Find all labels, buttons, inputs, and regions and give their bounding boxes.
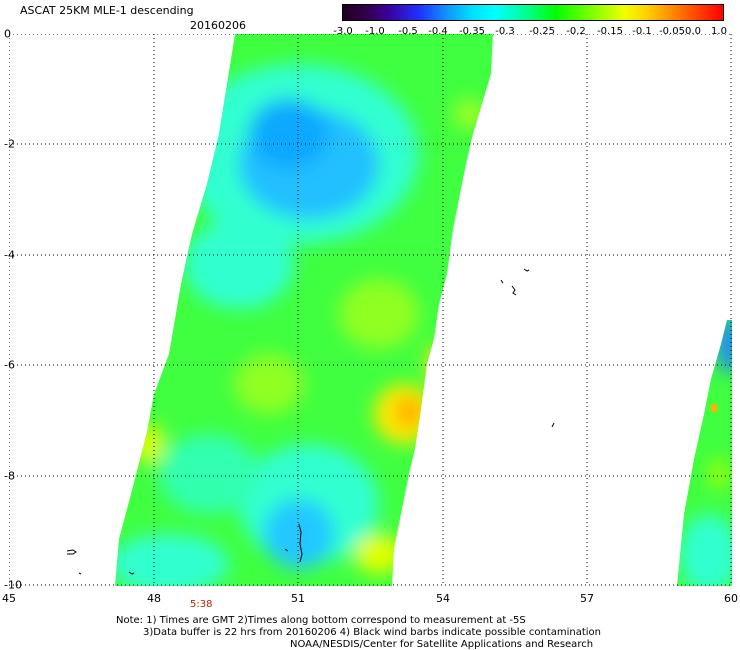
- coastlines: [66, 268, 555, 575]
- y-tick-label: -6: [4, 358, 15, 372]
- colorbar-label: -0.3: [495, 26, 515, 37]
- colorbar-label: 0.0: [685, 26, 701, 37]
- x-tick-label: 45: [2, 592, 16, 605]
- colorbar-label: -0.2: [566, 26, 586, 37]
- x-tick-label: 57: [580, 592, 594, 605]
- note-line-2: 3)Data buffer is 22 hrs from 20160206 4)…: [143, 627, 601, 638]
- colorbar-label: -0.05: [659, 26, 685, 37]
- x-tick-label: 54: [436, 592, 450, 605]
- y-tick-label: -4: [4, 248, 15, 262]
- y-tick-label: 0: [4, 27, 11, 41]
- x-tick-label: 51: [291, 592, 305, 605]
- grid-lines: [9, 34, 732, 586]
- colorbar-label: -0.1: [632, 26, 652, 37]
- colorbar-label: 1.0: [711, 26, 727, 37]
- map-plot: [9, 34, 732, 586]
- y-tick-label: -10: [4, 578, 22, 592]
- colorbar: [342, 4, 724, 21]
- colorbar-label: -3.0: [333, 26, 353, 37]
- colorbar-labels: -3.0 -1.0 -0.5 -0.4 -0.35 -0.3 -0.25 -0.…: [330, 26, 732, 38]
- note-line-3: NOAA/NESDIS/Center for Satellite Applica…: [290, 639, 594, 650]
- colorbar-label: -0.4: [428, 26, 448, 37]
- note-line-1: Note: 1) Times are GMT 2)Times along bot…: [116, 615, 526, 626]
- x-tick-label: 48: [147, 592, 161, 605]
- time-label: 5:38: [190, 599, 213, 610]
- swath-east: [677, 320, 732, 586]
- map-title: ASCAT 25KM MLE-1 descending: [20, 4, 194, 17]
- y-tick-label: -8: [4, 469, 15, 483]
- y-tick-label: -2: [4, 137, 15, 151]
- map-date: 20160206: [190, 19, 246, 32]
- x-tick-label: 60: [724, 592, 738, 605]
- swath-main: [115, 34, 493, 586]
- colorbar-label: -0.35: [459, 26, 485, 37]
- colorbar-label: -0.5: [398, 26, 418, 37]
- colorbar-label: -0.25: [529, 26, 555, 37]
- colorbar-label: -0.15: [597, 26, 623, 37]
- colorbar-label: -1.0: [365, 26, 385, 37]
